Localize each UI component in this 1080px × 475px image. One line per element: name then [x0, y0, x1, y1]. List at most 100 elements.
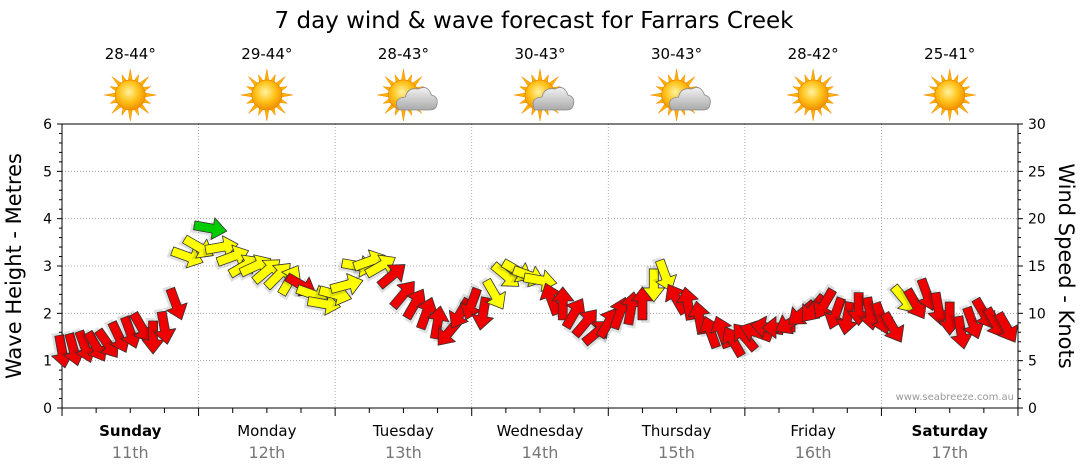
- sun-disc: [251, 79, 283, 111]
- cloud-shape: [669, 87, 711, 111]
- sun-ray: [787, 92, 799, 98]
- sun-icon: [787, 68, 840, 122]
- sun-ray: [281, 92, 293, 98]
- sun-ray: [674, 109, 679, 122]
- axes: 0 1 2 3 4 5 6 0 5 10 15 20 25 30: [43, 117, 1046, 417]
- sun-ray: [650, 92, 662, 98]
- sun-ray: [401, 68, 406, 81]
- day-date-label: 13th: [385, 443, 422, 462]
- wind-arrow: [551, 286, 577, 323]
- right-tick-label: 5: [1028, 354, 1037, 370]
- wind-arrow: [458, 283, 482, 321]
- wind-arrow: [48, 332, 74, 369]
- day-temp-range: 28-42°: [788, 45, 839, 63]
- day-date-label: 12th: [248, 443, 285, 462]
- sun-ray: [923, 92, 936, 98]
- day-date-label: 17th: [931, 443, 968, 462]
- wind-arrow: [150, 308, 177, 345]
- wind-arrow: [59, 330, 86, 367]
- wind-arrow: [104, 319, 131, 353]
- sun-ray: [810, 68, 816, 81]
- wind-arrows: [48, 217, 1019, 369]
- wind-arrow: [833, 298, 858, 336]
- wind-arrow: [376, 264, 406, 294]
- cloud-shape: [396, 87, 438, 111]
- wind-arrow: [876, 310, 905, 343]
- sun-ray: [264, 68, 270, 81]
- sun-ray: [128, 109, 133, 122]
- wind-arrow: [426, 305, 452, 343]
- sun-cloud-icon: [377, 68, 438, 122]
- day-date-label: 15th: [658, 443, 695, 462]
- right-tick-label: 0: [1028, 401, 1037, 417]
- wind-arrow: [178, 234, 214, 260]
- sun-ray: [947, 109, 952, 122]
- wind-arrow: [478, 277, 506, 310]
- left-axis-title: Wave Height - Metres: [2, 153, 26, 379]
- right-axis-title: Wind Speed - Knots: [1054, 163, 1078, 368]
- day-name-label: Tuesday: [372, 422, 434, 440]
- wind-arrow: [303, 293, 341, 318]
- sun-icon: [240, 68, 293, 122]
- day-temp-range: 25-41°: [924, 45, 975, 63]
- day-name-label: Sunday: [99, 422, 162, 440]
- sun-ray: [264, 109, 270, 122]
- sun-cloud-icon: [513, 68, 575, 122]
- sun-disc: [934, 79, 966, 111]
- wind-arrow: [924, 289, 951, 326]
- wind-arrow: [639, 265, 666, 303]
- day-name-label: Wednesday: [497, 422, 584, 440]
- day-temp-range: 30-43°: [651, 45, 702, 63]
- sun-icon: [104, 68, 157, 122]
- wind-arrow: [651, 257, 677, 292]
- day-name-label: Thursday: [641, 422, 712, 440]
- sun-ray: [377, 92, 389, 98]
- cloud-shape: [532, 87, 575, 111]
- wind-arrow: [571, 309, 597, 343]
- wind-arrow: [327, 273, 364, 299]
- sun-ray: [947, 68, 952, 81]
- wind-arrow: [990, 310, 1019, 343]
- sun-ray: [240, 92, 253, 98]
- left-tick-label: 2: [43, 306, 52, 322]
- left-tick-label: 6: [43, 117, 52, 133]
- right-tick-label: 20: [1028, 212, 1046, 228]
- day-temp-range: 30-43°: [514, 45, 565, 63]
- weather-icons: [104, 68, 976, 122]
- sun-ray: [537, 68, 543, 81]
- wind-arrow: [856, 294, 882, 331]
- left-tick-label: 1: [43, 354, 52, 370]
- sun-ray: [810, 109, 816, 122]
- day-temp-range: 28-43°: [378, 45, 429, 63]
- left-tick-label: 0: [43, 401, 52, 417]
- wind-arrow: [162, 285, 188, 321]
- day-name-label: Monday: [237, 422, 296, 440]
- day-date-label: 11th: [112, 443, 149, 462]
- sun-ray: [964, 92, 976, 98]
- sun-ray: [537, 109, 543, 122]
- wind-arrow: [958, 304, 985, 340]
- sun-icon: [923, 68, 976, 122]
- wind-arrow: [166, 246, 204, 270]
- sun-ray: [128, 68, 133, 81]
- day-name-label: Saturday: [912, 422, 989, 440]
- day-name-label: Friday: [790, 422, 836, 440]
- wind-arrow: [947, 313, 973, 350]
- day-date-label: 14th: [522, 443, 559, 462]
- right-tick-label: 10: [1028, 306, 1046, 322]
- wind-arrow: [189, 217, 228, 242]
- sun-ray: [674, 68, 679, 81]
- day-temp-range: 28-44°: [105, 45, 156, 63]
- left-tick-label: 3: [43, 259, 52, 275]
- left-tick-label: 5: [43, 164, 52, 180]
- credit-text: www.seabreeze.com.au: [896, 392, 1014, 403]
- right-tick-label: 15: [1028, 259, 1046, 275]
- wind-arrow: [469, 293, 494, 331]
- day-temp-range: 29-44°: [241, 45, 292, 63]
- sun-ray: [104, 92, 116, 98]
- day-date-label: 16th: [795, 443, 832, 462]
- day-labels: Sunday 11th Monday 12th Tuesday 13th Wednesday…: [99, 422, 988, 462]
- right-tick-label: 30: [1028, 117, 1046, 133]
- left-tick-label: 4: [43, 212, 52, 228]
